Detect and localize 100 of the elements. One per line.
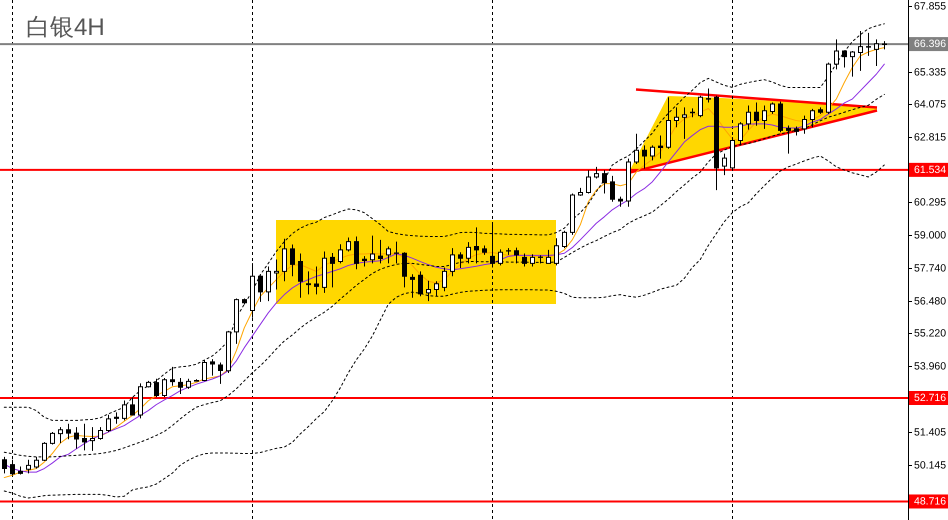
candlestick [362, 256, 367, 267]
candlestick [810, 108, 815, 128]
candlestick [794, 126, 799, 136]
candlestick [562, 230, 567, 249]
candlestick [402, 252, 407, 288]
candlestick [626, 158, 631, 208]
ref-line-label: 52.716 [914, 392, 946, 404]
candlestick [50, 432, 55, 445]
candlestick [346, 236, 351, 252]
candlestick [74, 426, 79, 450]
candlestick [650, 144, 655, 161]
candlestick [378, 239, 383, 264]
y-tick-label: 51.405 [914, 426, 946, 438]
candlestick [594, 166, 599, 180]
candlestick [146, 380, 151, 388]
candlestick [426, 280, 431, 302]
candlestick [130, 396, 135, 416]
candlestick [522, 253, 527, 267]
candlestick [634, 133, 639, 165]
y-tick-label: 55.220 [914, 328, 946, 340]
candlestick [18, 466, 23, 475]
candlestick [730, 136, 735, 172]
candlestick [618, 196, 623, 208]
candlestick [434, 280, 439, 297]
candlestick [690, 108, 695, 118]
candlestick [674, 106, 679, 128]
candlestick [194, 378, 199, 382]
candlestick [666, 96, 671, 150]
candlestick [298, 253, 303, 298]
candlestick [746, 105, 751, 130]
candlestick [682, 106, 687, 140]
candlestick [162, 377, 167, 398]
candlestick [266, 266, 271, 302]
y-tick-label: 57.740 [914, 262, 946, 274]
candlestick [882, 40, 887, 50]
candlestick [538, 254, 543, 264]
candlestick [314, 266, 319, 295]
y-tick-label: 60.295 [914, 196, 946, 208]
candlestick [234, 298, 239, 344]
candlestick [26, 459, 31, 474]
y-tick-label: 59.000 [914, 230, 946, 242]
text: 白银4H [26, 14, 105, 41]
candlestick [2, 456, 7, 474]
candlestick [610, 175, 615, 202]
candlestick [170, 366, 175, 386]
candlestick [386, 246, 391, 264]
candlestick [418, 270, 423, 297]
candlestick [498, 248, 503, 266]
candlestick [770, 102, 775, 114]
candlestick [338, 244, 343, 264]
y-tick-label: 67.855 [914, 0, 946, 12]
candlestick [602, 170, 607, 194]
candlestick [202, 360, 207, 382]
candlestick [90, 426, 95, 452]
candlestick [178, 377, 183, 395]
y-tick-label: 64.075 [914, 98, 946, 110]
candlestick [154, 378, 159, 398]
candlestick [474, 226, 479, 264]
candlestick [826, 62, 831, 114]
ref-line-label: 61.534 [914, 164, 946, 176]
candlestick [370, 235, 375, 264]
candlestick [218, 362, 223, 384]
y-tick-label: 62.815 [914, 132, 946, 144]
candlestick [82, 423, 87, 451]
y-tick-label: 50.145 [914, 460, 946, 472]
candlestick [722, 153, 727, 176]
candlestick [818, 106, 823, 114]
candlestick [442, 267, 447, 292]
candlestick [578, 187, 583, 196]
candlestick [642, 144, 647, 170]
candlestick [306, 270, 311, 295]
candlestick [450, 248, 455, 277]
candlestick [242, 298, 247, 305]
candlestick [834, 38, 839, 70]
candlestick [514, 247, 519, 264]
candlestick [282, 238, 287, 282]
candlestick [762, 105, 767, 130]
candlestick [866, 32, 871, 56]
candlestick [874, 38, 879, 66]
candlestick [570, 193, 575, 236]
candlestick [290, 244, 295, 277]
candlestick [546, 249, 551, 264]
candlestick [354, 236, 359, 270]
candlestick [850, 50, 855, 78]
candlestick [458, 252, 463, 269]
candlestick [210, 358, 215, 376]
candlestick [466, 242, 471, 264]
candlestick [786, 124, 791, 154]
candlestick [778, 101, 783, 133]
candlestick [394, 241, 399, 264]
candlestick [858, 30, 863, 72]
candlestick [554, 238, 559, 266]
candlestick [658, 135, 663, 160]
candlestick [66, 423, 71, 440]
ref-line-label: 66.396 [914, 38, 946, 50]
candlestick [530, 254, 535, 267]
y-tick-label: 56.480 [914, 296, 946, 308]
candlestick [58, 426, 63, 444]
candlestick [586, 170, 591, 194]
candlestick [698, 95, 703, 118]
